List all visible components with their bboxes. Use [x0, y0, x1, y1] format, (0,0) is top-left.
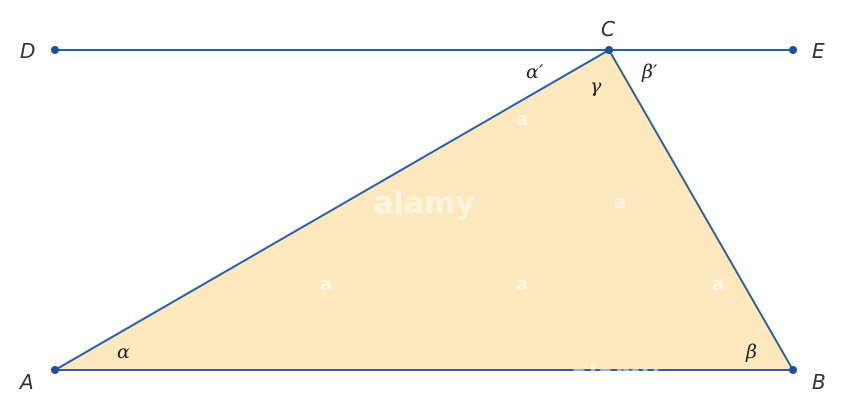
point-b-label: B	[812, 370, 826, 394]
point-c-label: C	[601, 17, 615, 41]
point-a-dot	[51, 366, 59, 374]
triangle-abc-fill	[55, 50, 793, 370]
point-c-dot	[605, 46, 613, 54]
side-ac	[54, 49, 610, 371]
angle-gamma-label: γ	[590, 75, 602, 97]
point-d-label: D	[20, 39, 35, 63]
angle-alpha-label: α	[117, 341, 130, 363]
watermark-mark-3: a	[320, 274, 332, 295]
point-b-dot	[789, 366, 797, 374]
angle-beta-label: β	[745, 341, 757, 363]
side-bc	[608, 49, 794, 371]
point-e-label: E	[812, 39, 825, 63]
watermark-brand-bottom: alamy	[571, 360, 659, 390]
watermark-mark-2: a	[614, 192, 626, 213]
angle-beta-prime-label: β′	[641, 61, 658, 83]
point-d-dot	[51, 46, 59, 54]
watermark-mark-5: a	[712, 274, 724, 295]
watermark-brand: alamy	[373, 186, 475, 221]
watermark-mark-1: a	[516, 109, 528, 130]
angle-alpha-prime-label: α′	[526, 61, 544, 83]
watermark-mark-4: a	[516, 274, 528, 295]
point-a-label: A	[18, 370, 34, 394]
point-e-dot	[789, 46, 797, 54]
